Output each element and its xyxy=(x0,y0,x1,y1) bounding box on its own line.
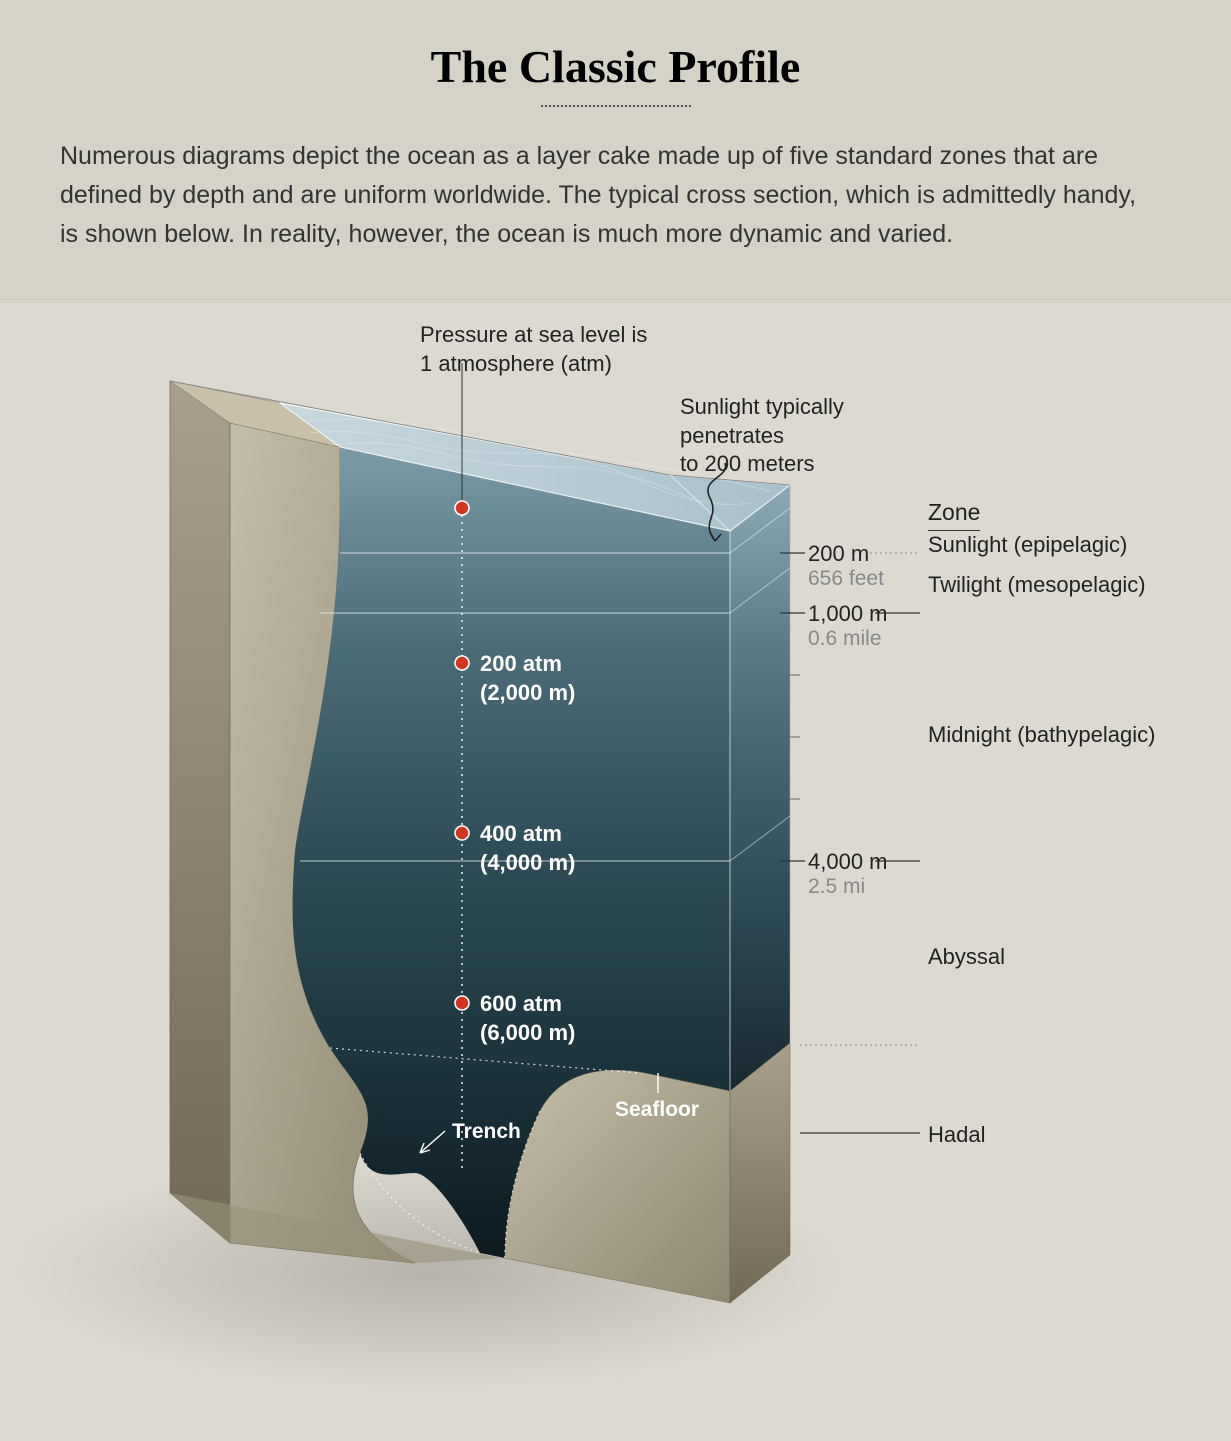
page-title: The Classic Profile xyxy=(60,40,1171,93)
zone-hadal: Hadal xyxy=(928,1121,985,1150)
callout-line: to 200 meters xyxy=(680,450,844,479)
header-block: The Classic Profile Numerous diagrams de… xyxy=(0,0,1231,303)
callout-sunlight: Sunlight typically penetrates to 200 met… xyxy=(680,393,844,479)
callout-line: Pressure at sea level is xyxy=(420,321,647,350)
diagram: Pressure at sea level is 1 atmosphere (a… xyxy=(0,303,1231,1393)
callout-line: (6,000 m) xyxy=(480,1019,575,1048)
callout-line: Sunlight typically xyxy=(680,393,844,422)
callout-pressure-200: 200 atm (2,000 m) xyxy=(480,650,575,707)
callout-line: 200 atm xyxy=(480,650,575,679)
depth-200ft: 656 feet xyxy=(808,565,884,592)
zone-abyssal: Abyssal xyxy=(928,943,1005,972)
zone-header-text: Zone xyxy=(928,498,980,531)
label-trench: Trench xyxy=(452,1118,521,1145)
intro-paragraph: Numerous diagrams depict the ocean as a … xyxy=(60,137,1160,253)
ocean-cutaway-svg xyxy=(0,303,1231,1393)
title-underline xyxy=(541,105,691,107)
zone-twilight: Twilight (mesopelagic) xyxy=(928,571,1146,600)
label-seafloor: Seafloor xyxy=(615,1096,699,1123)
callout-pressure-surface: Pressure at sea level is 1 atmosphere (a… xyxy=(420,321,647,378)
callout-line: 400 atm xyxy=(480,820,575,849)
callout-pressure-600: 600 atm (6,000 m) xyxy=(480,990,575,1047)
zone-sunlight: Sunlight (epipelagic) xyxy=(928,531,1127,560)
callout-line: 600 atm xyxy=(480,990,575,1019)
callout-line: penetrates xyxy=(680,422,844,451)
callout-line: (2,000 m) xyxy=(480,679,575,708)
callout-pressure-400: 400 atm (4,000 m) xyxy=(480,820,575,877)
depth-1000mi: 0.6 mile xyxy=(808,625,882,652)
callout-line: (4,000 m) xyxy=(480,849,575,878)
callout-line: 1 atmosphere (atm) xyxy=(420,350,647,379)
zone-header: Zone xyxy=(928,498,980,531)
depth-4000mi: 2.5 mi xyxy=(808,873,865,900)
zone-midnight: Midnight (bathypelagic) xyxy=(928,721,1155,750)
